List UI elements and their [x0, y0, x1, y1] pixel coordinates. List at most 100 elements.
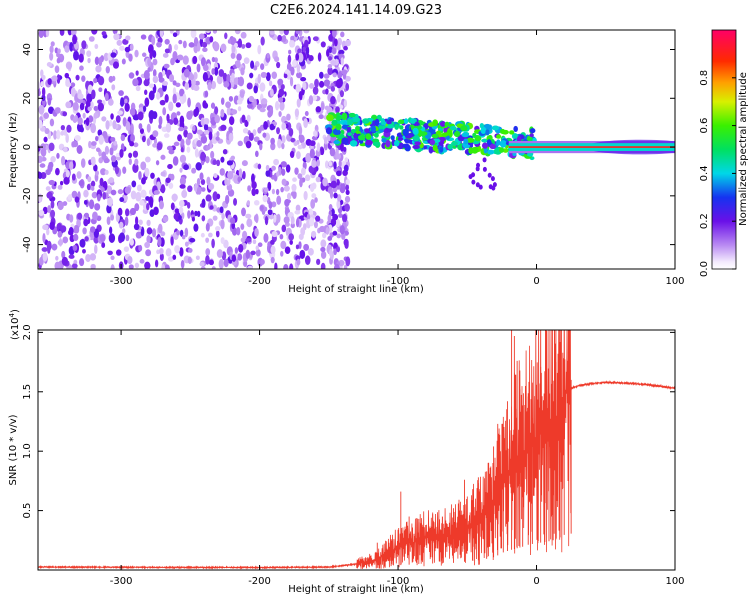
noise-cell: [158, 72, 163, 80]
noise-cell: [320, 102, 325, 111]
noise-cell: [229, 217, 236, 225]
noise-cell: [207, 81, 212, 91]
noise-cell: [274, 56, 280, 63]
noise-cell: [196, 139, 202, 148]
noise-cell: [187, 73, 195, 81]
noise-cell: [88, 36, 95, 42]
noise-cell: [65, 169, 70, 178]
noise-cell: [284, 246, 291, 254]
noise-cell: [106, 216, 111, 225]
noise-cell: [284, 198, 290, 207]
noise-cell: [304, 174, 311, 182]
noise-cell: [251, 173, 255, 184]
noise-cell: [241, 207, 246, 217]
noise-cell: [144, 156, 151, 163]
noise-cell: [223, 81, 230, 88]
noise-cell: [38, 30, 44, 39]
noise-cell: [140, 34, 147, 40]
noise-cell: [209, 36, 214, 43]
noise-cell: [310, 230, 317, 238]
noise-cell: [281, 168, 286, 176]
noise-cell: [130, 123, 134, 133]
noise-cell: [168, 101, 174, 112]
x-tick-label: -200: [248, 276, 271, 287]
noise-cell: [163, 63, 170, 69]
signal-cell: [479, 123, 484, 129]
noise-cell: [236, 53, 242, 61]
noise-cell: [74, 134, 81, 142]
noise-cell: [87, 106, 92, 112]
signal-cell: [431, 133, 439, 139]
noise-cell: [255, 150, 259, 157]
noise-cell: [81, 40, 87, 50]
noise-cell: [238, 168, 243, 177]
signal-cell: [394, 140, 400, 147]
noise-cell: [142, 105, 147, 112]
noise-cell: [148, 83, 155, 89]
noise-cell: [334, 38, 338, 47]
noise-cell: [196, 63, 201, 73]
noise-cell: [339, 225, 345, 235]
noise-cell: [50, 200, 55, 209]
noise-cell: [270, 137, 275, 145]
noise-cell: [295, 53, 300, 61]
noise-cell: [228, 132, 234, 142]
noise-cell: [319, 71, 324, 79]
noise-cell: [205, 30, 211, 34]
noise-cell: [108, 177, 115, 184]
noise-cell: [170, 202, 175, 211]
noise-cell: [110, 52, 117, 58]
noise-cell: [336, 246, 341, 253]
noise-cell: [242, 128, 249, 134]
noise-cell: [220, 237, 225, 244]
noise-cell: [323, 136, 328, 145]
noise-cell: [44, 127, 50, 135]
noise-cell: [304, 255, 311, 266]
noise-cell: [309, 83, 315, 89]
noise-cell: [308, 95, 314, 105]
noise-cell: [144, 241, 151, 249]
noise-cell: [214, 106, 219, 115]
noise-cell: [125, 208, 130, 217]
noise-cell: [159, 99, 166, 106]
noise-cell: [83, 218, 89, 227]
noise-cell: [257, 163, 262, 170]
noise-cell: [93, 112, 99, 119]
noise-cell: [187, 248, 193, 253]
signal-cell: [475, 182, 480, 188]
noise-cell: [345, 39, 352, 47]
noise-cell: [78, 180, 84, 187]
noise-cell: [152, 75, 159, 84]
signal-cell: [346, 126, 352, 133]
noise-cell: [264, 215, 269, 226]
noise-cell: [241, 160, 248, 167]
noise-cell: [164, 264, 170, 269]
noise-cell: [115, 115, 121, 123]
noise-cell: [290, 35, 295, 41]
noise-cell: [294, 167, 299, 175]
noise-cell: [285, 164, 291, 173]
noise-cell: [141, 177, 146, 185]
noise-cell: [304, 111, 309, 117]
signal-cell: [355, 125, 360, 131]
noise-cell: [63, 176, 70, 185]
noise-cell: [82, 112, 86, 119]
noise-cell: [50, 209, 56, 219]
noise-cell: [290, 222, 295, 229]
noise-cell: [255, 249, 261, 257]
noise-cell: [150, 172, 155, 179]
noise-cell: [245, 213, 252, 219]
noise-cell: [146, 123, 151, 133]
noise-cell: [116, 39, 123, 46]
x-tick-label: 100: [665, 576, 684, 587]
snr-multiplier: (x104): [8, 309, 21, 340]
noise-cell: [186, 110, 193, 120]
noise-cell: [176, 111, 181, 116]
noise-cell: [286, 122, 292, 131]
noise-cell: [298, 125, 303, 136]
noise-cell: [316, 159, 321, 167]
signal-cell: [386, 120, 392, 125]
noise-cell: [122, 117, 127, 127]
colorbar: 0.0 0.2 0.4 0.6 0.8 Normalized spectral ampl…: [699, 29, 749, 277]
noise-cell: [289, 40, 296, 48]
